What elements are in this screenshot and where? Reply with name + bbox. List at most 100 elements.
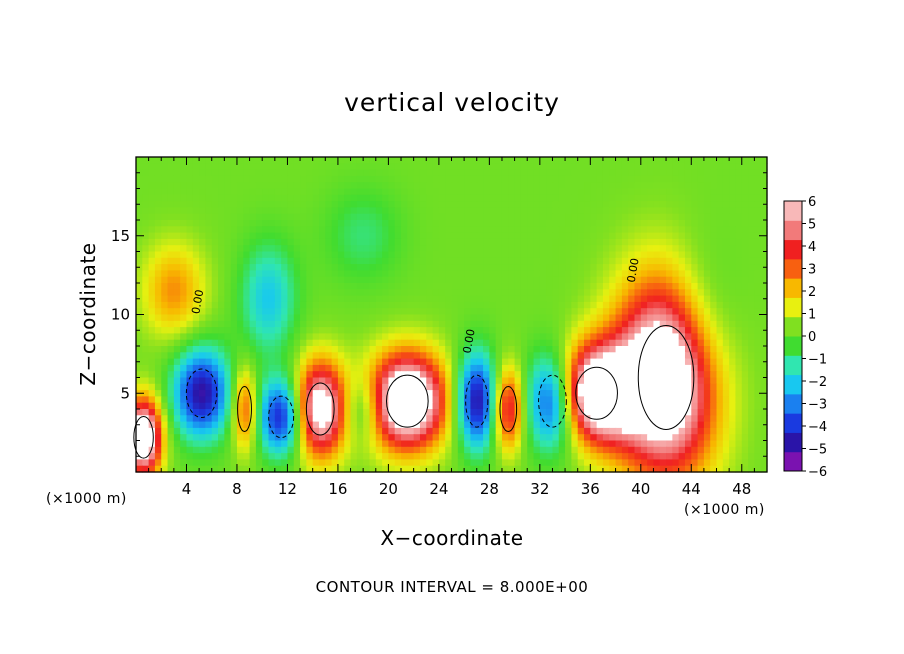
field-cell (748, 295, 755, 303)
field-cell (306, 188, 314, 196)
field-cell (325, 163, 333, 171)
field-cell (350, 270, 358, 278)
field-cell (445, 402, 453, 410)
field-cell (495, 402, 503, 410)
field-cell (401, 434, 408, 442)
field-cell (495, 270, 503, 278)
field-cell (300, 415, 307, 423)
field-cell (419, 434, 427, 442)
field-cell (161, 409, 169, 416)
field-cell (735, 251, 743, 259)
field-cell (312, 415, 320, 423)
field-cell (230, 201, 238, 208)
field-cell (211, 352, 219, 360)
field-cell (691, 371, 699, 379)
field-cell (653, 169, 661, 177)
field-cell (388, 465, 396, 473)
field-cell (716, 314, 724, 322)
field-cell (628, 434, 636, 442)
field-cell (729, 314, 737, 322)
field-cell (741, 270, 749, 278)
field-cell (274, 283, 282, 290)
field-cell (356, 446, 364, 454)
field-cell (154, 213, 162, 221)
field-cell (236, 390, 244, 397)
field-cell (306, 358, 314, 366)
field-cell (722, 220, 730, 227)
field-cell (230, 465, 238, 473)
field-cell (483, 421, 490, 429)
field-cell (300, 188, 307, 196)
field-cell (375, 301, 383, 309)
field-cell (161, 295, 169, 303)
field-cell (407, 409, 415, 416)
field-cell (527, 301, 535, 309)
field-cell (483, 371, 490, 379)
field-cell (167, 257, 175, 265)
field-cell (754, 163, 762, 171)
field-cell (457, 257, 465, 265)
field-cell (571, 446, 579, 454)
field-cell (760, 459, 768, 467)
field-cell (268, 390, 276, 397)
field-cell (281, 295, 289, 303)
field-cell (306, 283, 314, 290)
field-cell (615, 459, 623, 467)
field-cell (602, 459, 610, 467)
field-cell (451, 201, 459, 208)
field-cell (703, 434, 711, 442)
field-cell (243, 453, 251, 460)
field-cell (703, 301, 711, 309)
field-cell (470, 358, 478, 366)
field-cell (438, 440, 446, 448)
field-cell (419, 226, 427, 234)
field-cell (255, 276, 263, 284)
field-cell (199, 421, 207, 429)
field-cell (375, 415, 383, 423)
field-cell (457, 163, 465, 171)
field-cell (703, 327, 711, 334)
field-cell (293, 175, 301, 183)
field-cell (577, 257, 585, 265)
field-cell (470, 175, 478, 183)
field-cell (457, 201, 465, 208)
field-cell (432, 289, 440, 297)
field-cell (539, 383, 547, 391)
field-cell (621, 415, 629, 423)
field-cell (527, 358, 535, 366)
field-cell (224, 157, 232, 164)
field-cell (483, 301, 490, 309)
velocity-field (136, 157, 768, 473)
field-cell (382, 364, 389, 372)
field-cell (754, 201, 762, 208)
field-cell (356, 453, 364, 460)
field-cell (394, 314, 402, 322)
field-cell (546, 371, 554, 379)
field-cell (565, 465, 572, 473)
field-cell (211, 194, 219, 202)
field-cell (230, 207, 238, 215)
field-cell (577, 402, 585, 410)
field-cell (218, 396, 225, 404)
field-cell (161, 163, 169, 171)
field-cell (388, 308, 396, 316)
field-cell (205, 409, 213, 416)
field-cell (356, 308, 364, 316)
field-cell (419, 308, 427, 316)
field-cell (672, 270, 680, 278)
field-cell (180, 207, 188, 215)
field-cell (199, 465, 207, 473)
field-cell (527, 339, 535, 347)
field-cell (691, 213, 699, 221)
field-cell (413, 453, 421, 460)
field-cell (344, 207, 352, 215)
field-cell (678, 364, 686, 372)
field-cell (192, 201, 200, 208)
field-cell (180, 314, 188, 322)
field-cell (653, 434, 661, 442)
field-cell (508, 415, 516, 423)
field-cell (741, 264, 749, 271)
field-cell (356, 440, 364, 448)
field-cell (274, 169, 282, 177)
field-cell (666, 346, 673, 353)
